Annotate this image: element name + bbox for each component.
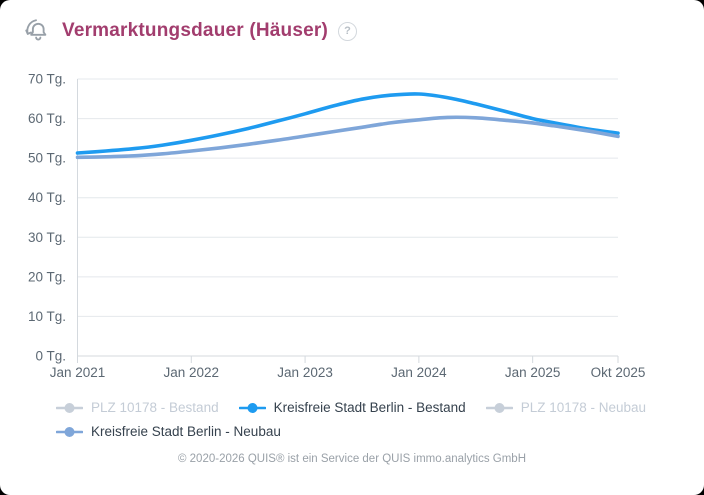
- y-tick-label: 60 Tg.: [28, 111, 66, 126]
- y-tick-label: 20 Tg.: [28, 269, 66, 284]
- card-header: Vermarktungsdauer (Häuser) ?: [22, 16, 358, 46]
- legend-label: Kreisfreie Stadt Berlin - Bestand: [273, 400, 466, 415]
- chart-legend: PLZ 10178 - Bestand Kreisfreie Stadt Berl…: [56, 400, 662, 439]
- y-tick-label: 40 Tg.: [28, 190, 66, 205]
- y-tick-label: 30 Tg.: [28, 230, 66, 245]
- legend-marker-icon: [56, 426, 83, 437]
- series-line: [75, 92, 620, 155]
- legend-item[interactable]: PLZ 10178 - Neubau: [485, 400, 647, 415]
- line-chart: 0 Tg. 10 Tg. 20 Tg. 30 Tg. 40 Tg. 50 Tg. 60 Tg…: [28, 72, 646, 381]
- x-tick-label: Jan 2022: [164, 365, 220, 380]
- legend-item[interactable]: Kreisfreie Stadt Berlin - Neubau: [56, 424, 281, 439]
- alarm-bell-refresh-icon[interactable]: [22, 16, 52, 46]
- legend-marker-icon: [238, 402, 266, 413]
- x-tick-label: Jan 2025: [505, 365, 561, 380]
- legend-label: Kreisfreie Stadt Berlin - Neubau: [91, 424, 281, 439]
- x-tick-label: Jan 2021: [50, 365, 106, 380]
- y-tick-label: 70 Tg.: [28, 72, 66, 87]
- legend-item[interactable]: Kreisfreie Stadt Berlin - Bestand: [238, 400, 466, 415]
- y-tick-label: 50 Tg.: [28, 151, 66, 166]
- x-tick-label: Jan 2024: [391, 365, 447, 380]
- chart-title: Vermarktungsdauer (Häuser): [62, 20, 329, 41]
- legend-marker-icon: [485, 402, 513, 413]
- x-tick-label: Okt 2025: [591, 365, 646, 380]
- y-tick-label: 10 Tg.: [28, 309, 66, 324]
- copyright-footer: © 2020-2026 QUIS® ist ein Service der QU…: [177, 453, 526, 465]
- legend-label: PLZ 10178 - Bestand: [91, 400, 219, 415]
- legend-marker-icon: [56, 402, 83, 413]
- legend-item[interactable]: PLZ 10178 - Bestand: [56, 400, 219, 415]
- x-tick-label: Jan 2023: [277, 365, 333, 380]
- series-line: [75, 115, 620, 160]
- help-icon[interactable]: ?: [338, 21, 358, 41]
- legend-label: PLZ 10178 - Neubau: [520, 400, 647, 415]
- y-tick-label: 0 Tg.: [35, 349, 66, 364]
